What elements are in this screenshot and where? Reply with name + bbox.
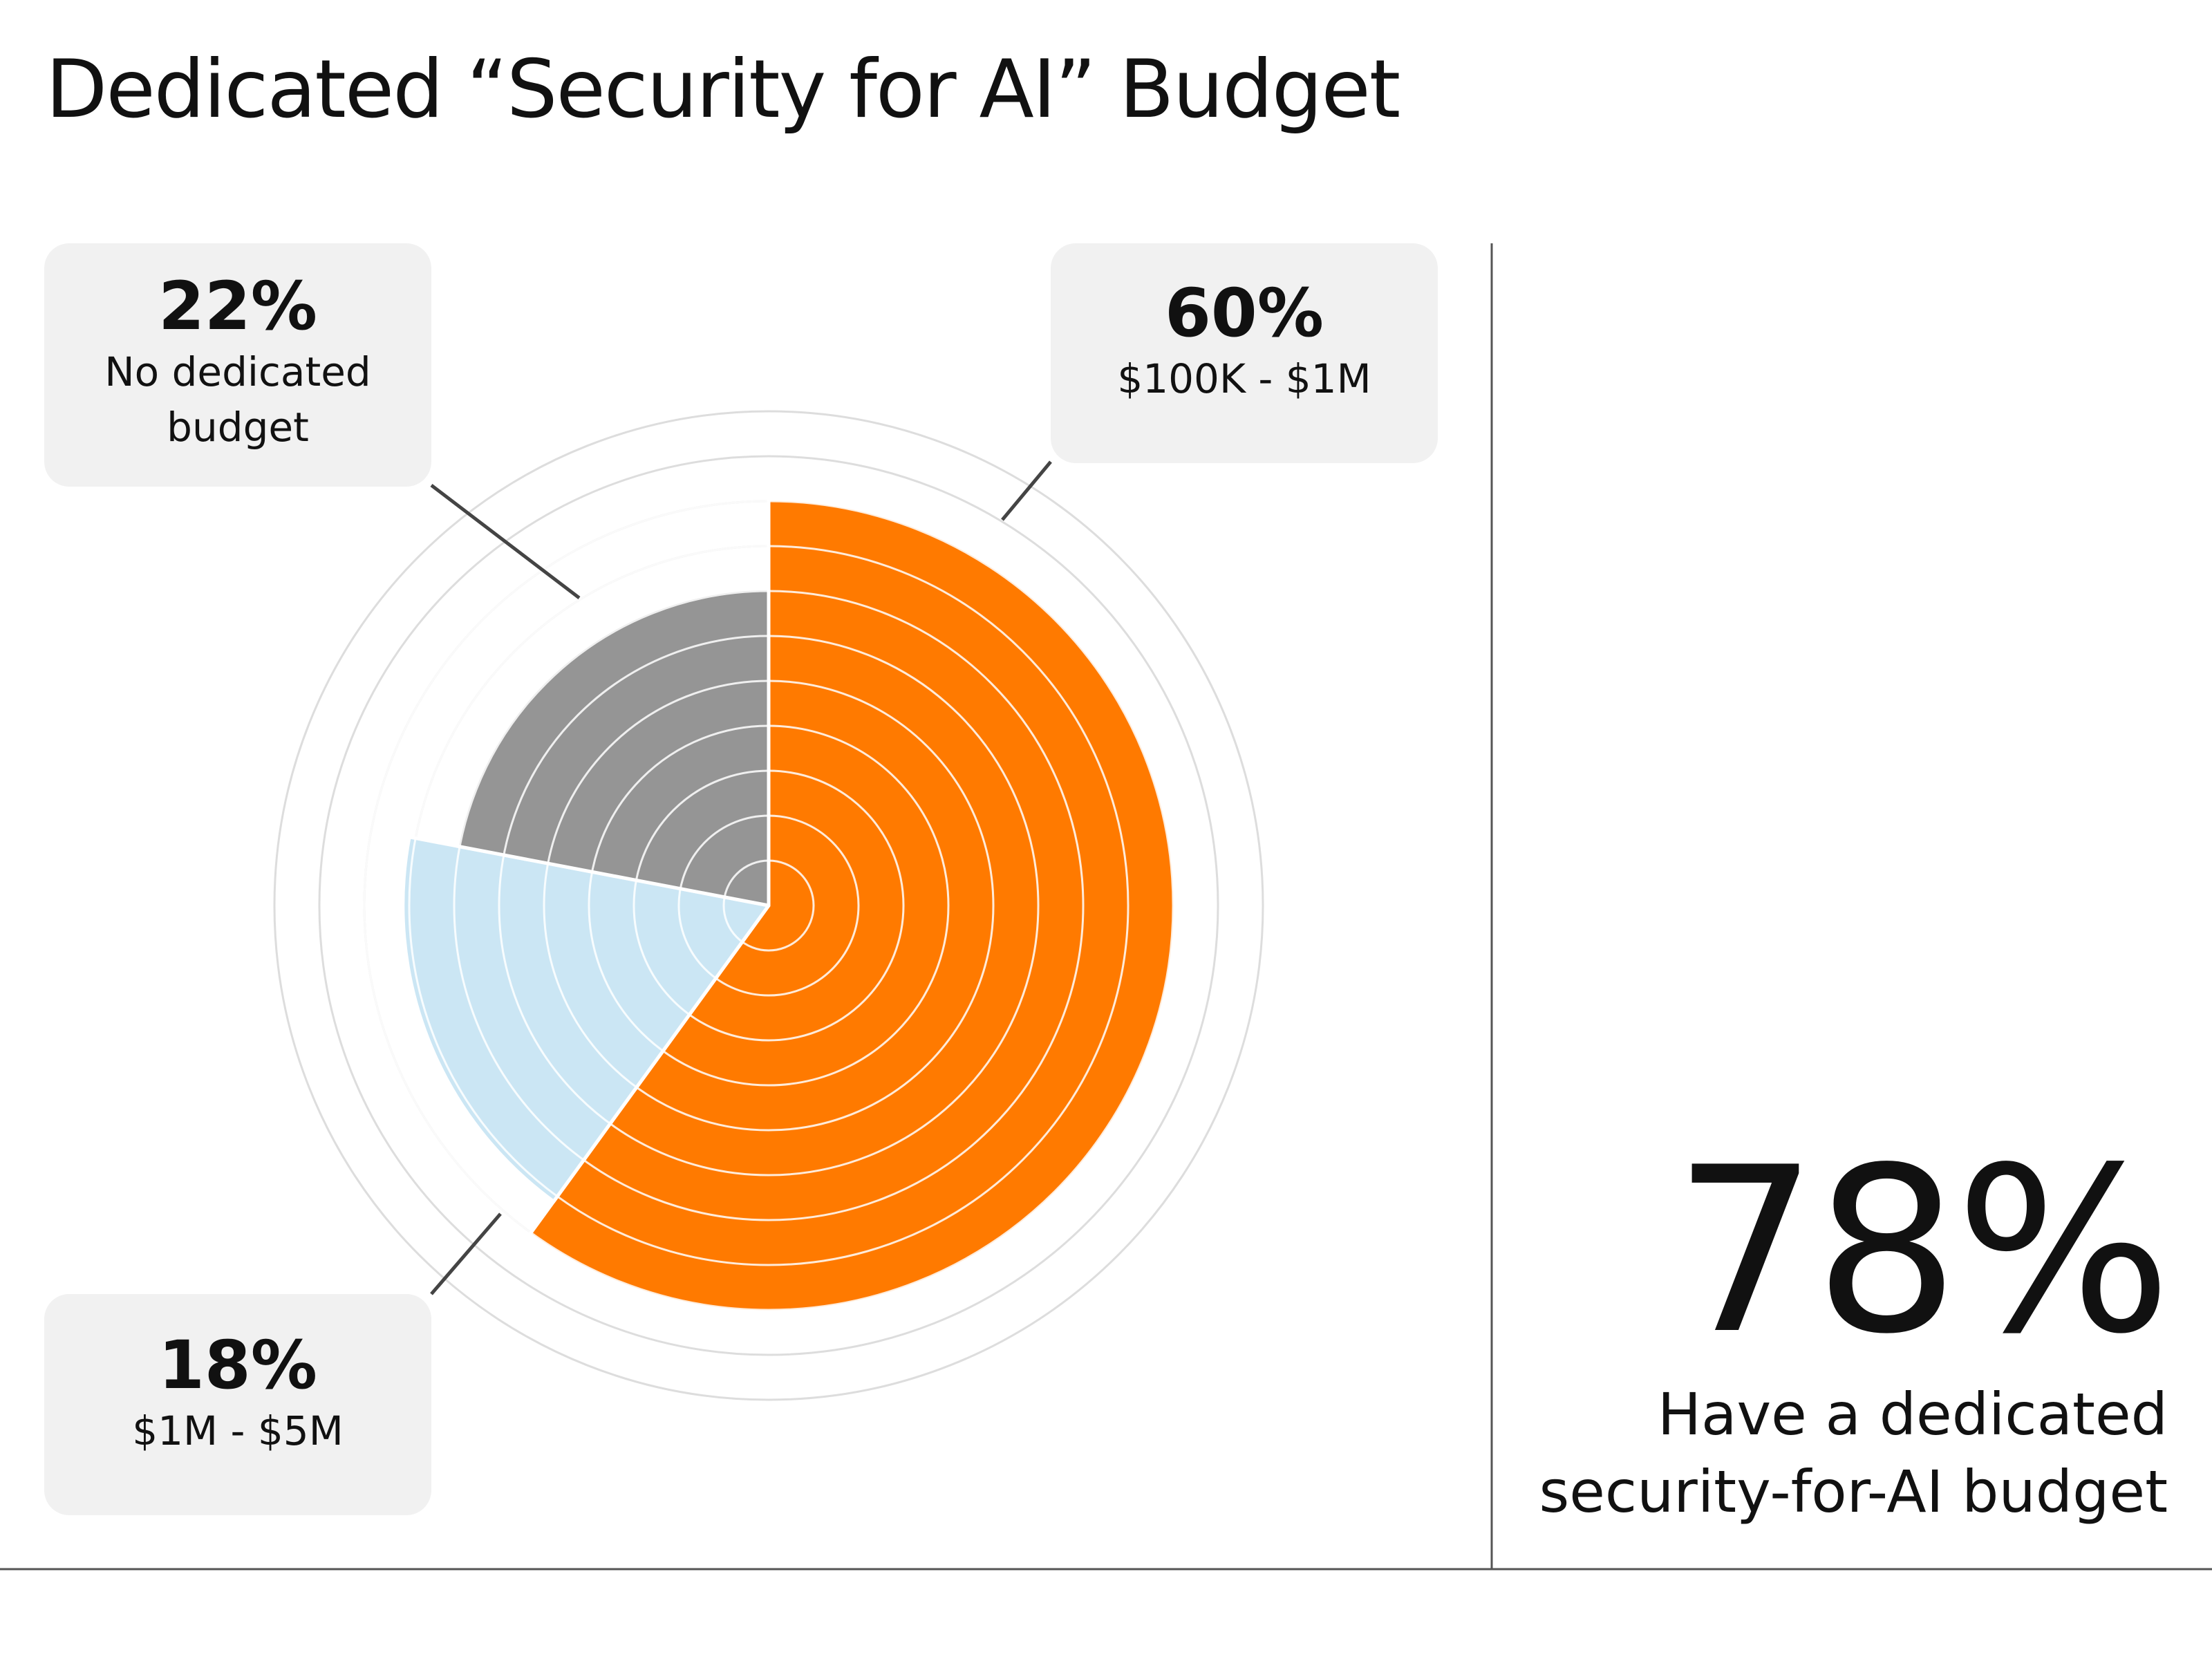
slice-ring-line [408,545,1130,1266]
callout-100k-percent: 60% [1165,274,1324,352]
slice-ring-line [722,859,815,952]
callout-100k-label: $100K - $1M [1117,355,1371,402]
leader-1m-5m [430,1212,502,1295]
leader-no-budget [430,484,581,599]
callout-no-dedicated-budget: 22% No dedicated budget [44,243,431,487]
slice-1m-5m [401,835,771,1203]
leader-lines [430,460,1052,1295]
slice-100k-1m [527,497,1177,1314]
highlight-caption: Have a dedicated security-for-AI budget [1407,1376,2168,1530]
slice-ring-line [632,769,905,1042]
slices [401,497,1177,1314]
grid-ring [273,410,1264,1401]
callout-100k-1m: 60% $100K - $1M [1051,243,1438,463]
ring-overlays [363,500,1174,1311]
callout-1m-5m: 18% $1M - $5M [44,1294,431,1515]
highlight-percent: 78% [1673,1118,2172,1384]
panel-dividers [0,243,2212,1571]
slice-ring-line [543,679,995,1132]
slice-ring-line [363,500,1174,1311]
callout-1m-label: $1M - $5M [132,1407,344,1454]
slice-ring-line [588,724,950,1087]
callout-no-budget-label-line2: budget [167,404,309,451]
slice-ring-line [677,814,860,997]
callout-no-budget-label-line1: No dedicated [104,348,371,395]
callout-1m-percent: 18% [158,1327,317,1404]
slice-no-dedicated-budget [455,586,771,908]
callout-no-budget-percent: 22% [158,268,317,345]
leader-100k-1m [1001,460,1052,521]
highlight-caption-line2: security-for-AI budget [1539,1458,2168,1526]
highlight-caption-line1: Have a dedicated [1657,1380,2168,1448]
slice-ring-line [453,590,1085,1221]
grid-ring [318,455,1219,1356]
chart-title: Dedicated “Security for AI” Budget [46,43,1400,136]
slice-ring-line [498,635,1040,1177]
